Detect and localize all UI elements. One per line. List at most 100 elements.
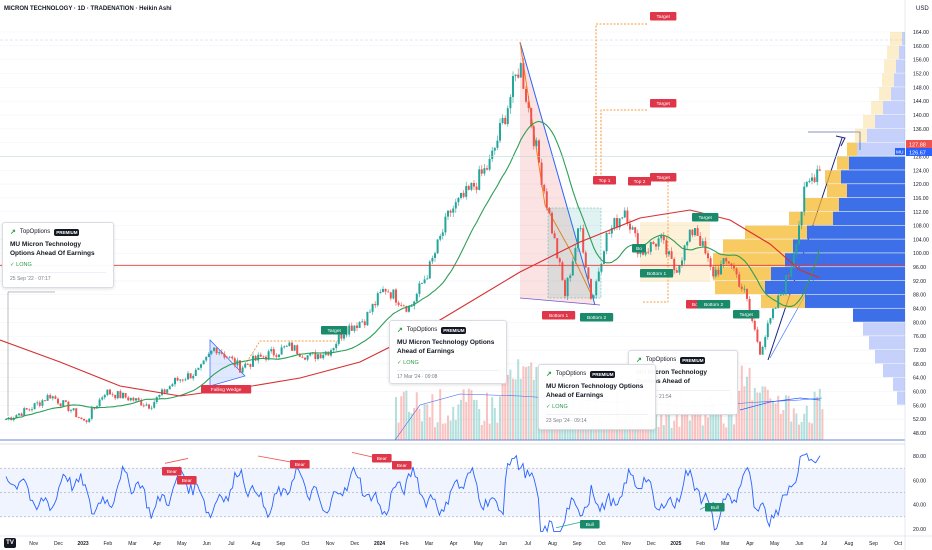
wedge-target-line: [244, 340, 340, 366]
top2-label-bg: [628, 177, 651, 186]
candle-body: [298, 354, 301, 357]
candle-body: [551, 212, 553, 234]
candle-body: [59, 403, 62, 407]
bottom1-label-bg: [640, 269, 674, 278]
ma-50-line: [5, 120, 821, 420]
volume-bar: [740, 365, 743, 440]
volume-profile-bar: [883, 363, 905, 378]
volume-bar: [785, 395, 787, 440]
candle-body: [384, 288, 387, 292]
time-tick-label: Jul: [524, 541, 530, 547]
candle-body: [473, 183, 475, 187]
candle-body: [369, 311, 371, 313]
candle-body: [470, 183, 473, 190]
volume-bar: [792, 408, 795, 440]
candle-body: [54, 396, 57, 399]
bottom1-label: Bottom 1: [647, 271, 667, 277]
candle-body: [587, 267, 590, 280]
candle-body: [691, 229, 694, 236]
volume-bar: [491, 397, 494, 440]
candle-body: [382, 288, 384, 292]
premium-badge: PREMIUM: [590, 370, 616, 378]
candle-body: [408, 306, 410, 312]
candle-body: [774, 307, 777, 309]
candle-body: [361, 321, 364, 323]
premium-badge: PREMIUM: [54, 228, 80, 236]
candle-body: [90, 407, 93, 419]
candle-body: [813, 177, 816, 183]
candle-body: [509, 97, 512, 109]
candle-body: [166, 389, 169, 393]
volume-bar: [699, 408, 702, 440]
candle-body: [213, 347, 215, 351]
candle-body: [735, 268, 738, 275]
candle-body: [20, 413, 23, 416]
price-tick-label: 100.00: [913, 251, 929, 257]
time-tick-label: Apr: [153, 541, 161, 547]
bear-divergence-line: [164, 458, 189, 464]
volume-bar: [532, 379, 535, 440]
volume-bar: [483, 420, 486, 440]
candle-body: [740, 286, 743, 289]
time-tick-label: Dec: [647, 541, 656, 547]
volume-bar: [395, 397, 397, 440]
candle-body: [798, 225, 800, 244]
volume-bar: [603, 420, 605, 440]
candle-body: [512, 76, 514, 98]
time-tick-label: Feb: [696, 541, 705, 547]
volume-profile-bar: [847, 184, 905, 198]
card-time: · 21:54: [636, 390, 730, 400]
idea-card-1[interactable]: ↗ TopOptions PREMIUM MU Micron Technology …: [2, 222, 114, 288]
time-tick-label: Dec: [54, 541, 63, 547]
candle-body: [496, 140, 499, 148]
bull-label: Bull: [586, 522, 594, 528]
candle-body: [72, 408, 75, 411]
volume-profile-bar: [793, 239, 905, 253]
volume-bar: [694, 398, 696, 440]
candle-body: [304, 357, 306, 360]
card-brand: ↗ TopOptions PREMIUM: [397, 326, 499, 334]
volume-bar: [400, 396, 403, 440]
candle-body: [415, 293, 418, 302]
volume-bar: [452, 406, 455, 440]
candle-body: [530, 108, 533, 127]
volume-bar: [803, 413, 806, 440]
ma-200-line: [0, 209, 821, 397]
candle-body: [343, 334, 345, 339]
volume-bar: [551, 426, 553, 440]
volume-bar: [590, 427, 592, 440]
volume-profile-bar-up: [837, 156, 849, 170]
idea-card-3[interactable]: ↗ TopOptions PREMIUM MU Micron Technology …: [538, 364, 656, 430]
candle-body: [722, 258, 725, 264]
candle-body: [423, 279, 426, 284]
candle-body: [670, 251, 673, 259]
candle-body: [439, 235, 442, 240]
candle-body: [228, 356, 231, 358]
idea-card-2[interactable]: ↗ TopOptions PREMIUM MU Micron Technology …: [389, 320, 507, 384]
volume-bar: [439, 389, 442, 440]
candle-body: [431, 257, 434, 262]
target-label: Target: [657, 14, 671, 20]
volume-profile-bar: [849, 156, 905, 170]
candle-body: [571, 261, 574, 276]
price-tick-label: 84.00: [913, 307, 926, 313]
volume-bar: [730, 393, 733, 440]
time-tick-label: Jun: [203, 541, 211, 547]
candle-body: [707, 253, 709, 259]
tradingview-logo-icon[interactable]: TV: [4, 538, 16, 548]
volume-bar: [426, 404, 429, 440]
candle-body: [101, 397, 104, 400]
candle-body: [569, 275, 572, 279]
bottom2-label: Bottom 2: [587, 315, 607, 321]
volume-bar: [475, 400, 478, 440]
candle-body: [122, 392, 124, 399]
volume-bar: [473, 399, 475, 440]
candle-body: [782, 293, 785, 295]
volume-bar: [701, 425, 704, 440]
candle-body: [285, 345, 288, 347]
volume-profile-bar: [771, 267, 905, 281]
candle-body: [142, 405, 145, 407]
candle-body: [795, 243, 798, 255]
candle-body: [577, 228, 579, 249]
